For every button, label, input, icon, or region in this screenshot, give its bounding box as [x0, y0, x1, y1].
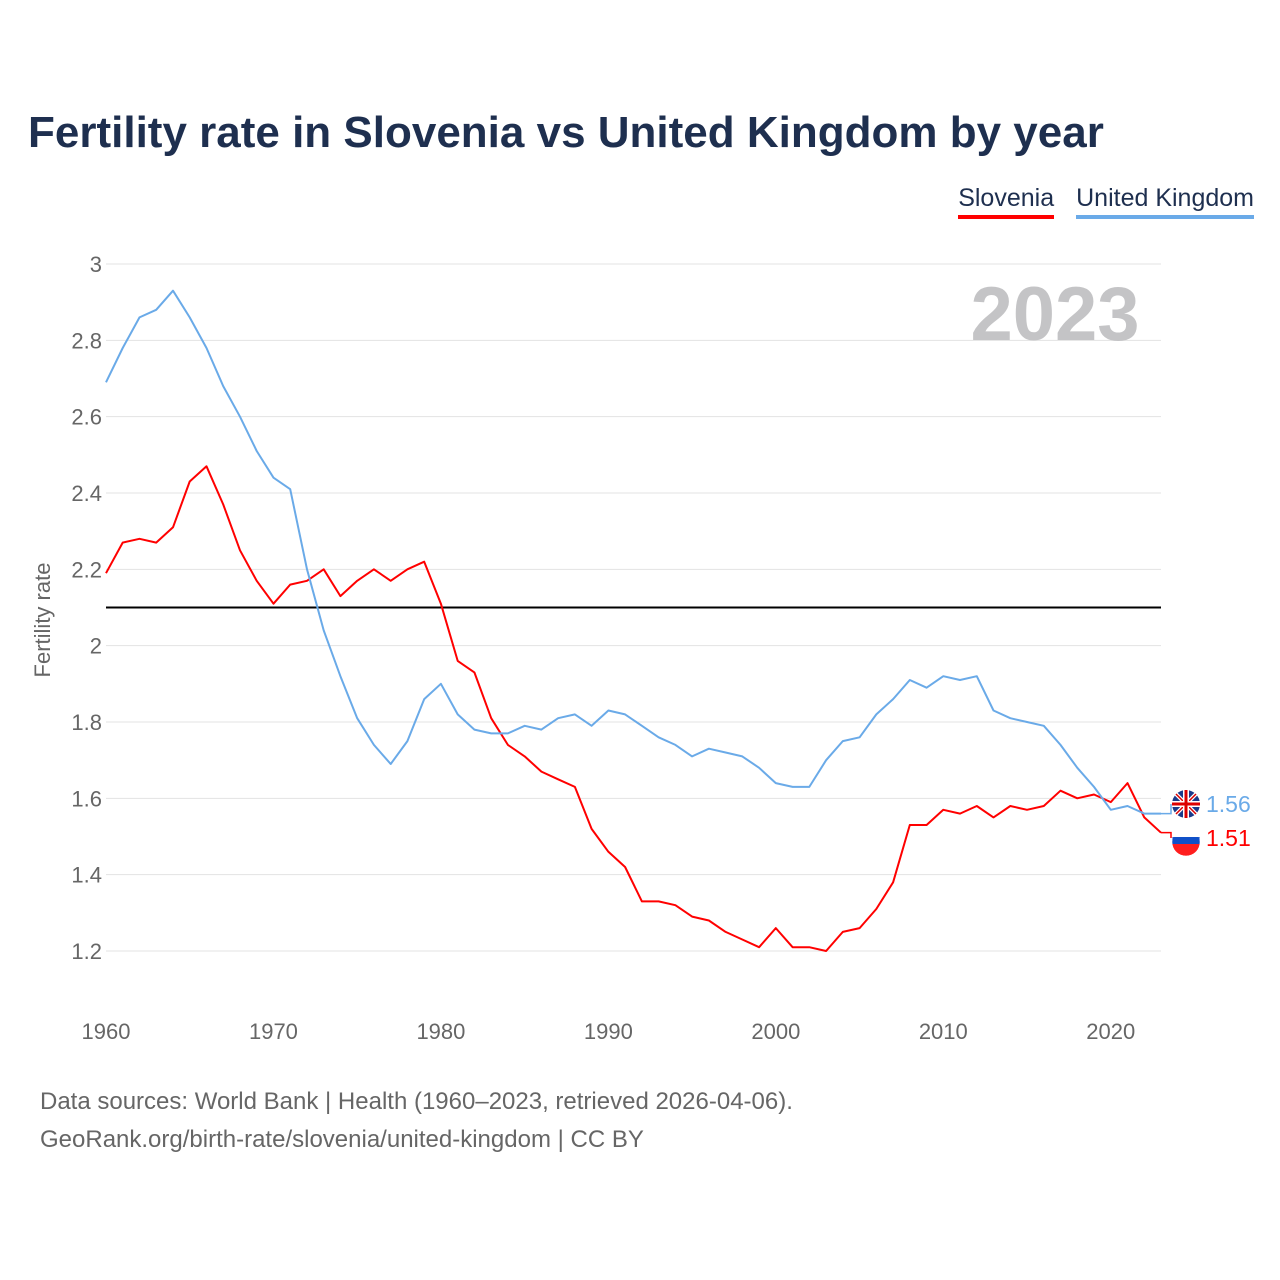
x-tick-label: 1980: [416, 1019, 465, 1044]
end-connector: [1161, 804, 1172, 815]
y-tick-label: 1.6: [71, 786, 102, 811]
y-tick-label: 3: [90, 252, 102, 277]
y-axis-title: Fertility rate: [30, 563, 55, 678]
y-tick-label: 2.2: [71, 557, 102, 582]
legend: Slovenia United Kingdom: [958, 184, 1254, 219]
end-value-label: 1.56: [1206, 791, 1251, 817]
y-tick-label: 2: [90, 634, 102, 659]
y-tick-label: 1.2: [71, 939, 102, 964]
slovenia-flag-icon-white: [1172, 828, 1200, 837]
uk-flag-icon-cross-red: [1172, 790, 1200, 818]
end-connector: [1161, 831, 1172, 838]
y-tick-label: 2.8: [71, 328, 102, 353]
x-tick-label: 2010: [919, 1019, 968, 1044]
footer-sources: Data sources: World Bank | Health (1960–…: [40, 1088, 793, 1115]
end-value-label: 1.51: [1206, 825, 1251, 851]
footer-link[interactable]: GeoRank.org/birth-rate/slovenia/united-k…: [40, 1126, 644, 1153]
series-line-slovenia: [105, 465, 1162, 952]
y-tick-label: 1.4: [71, 863, 102, 888]
y-tick-label: 2.4: [71, 481, 102, 506]
x-tick-label: 1990: [584, 1019, 633, 1044]
legend-item-united-kingdom[interactable]: United Kingdom: [1076, 184, 1254, 219]
x-tick-label: 1960: [82, 1019, 131, 1044]
legend-item-slovenia[interactable]: Slovenia: [958, 184, 1055, 219]
slovenia-flag-icon-outline: [1171, 827, 1201, 857]
x-tick-label: 1970: [249, 1019, 298, 1044]
y-tick-label: 1.8: [71, 710, 102, 735]
x-tick-label: 2000: [751, 1019, 800, 1044]
chart-title: Fertility rate in Slovenia vs United Kin…: [28, 108, 1104, 157]
x-tick-label: 2020: [1086, 1019, 1135, 1044]
slovenia-flag-icon-blue: [1172, 837, 1200, 844]
y-tick-label: 2.6: [71, 405, 102, 430]
series-line-united-kingdom: [105, 289, 1161, 815]
year-watermark: 2023: [970, 272, 1139, 357]
